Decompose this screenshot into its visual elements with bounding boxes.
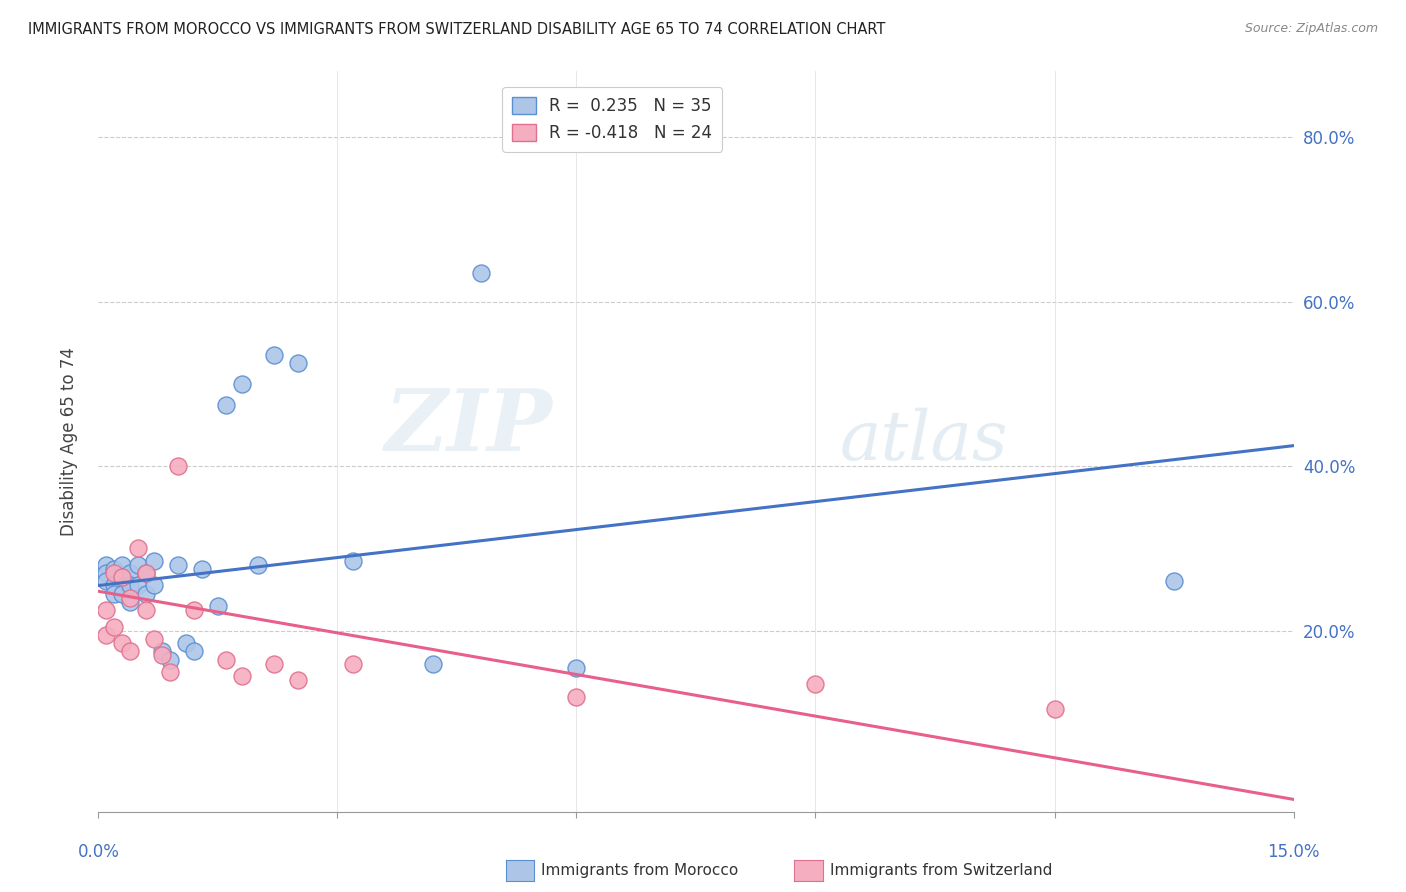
Text: ZIP: ZIP: [385, 385, 553, 468]
Point: [191, 562, 214, 576]
Point: [215, 652, 238, 666]
Point: [565, 661, 588, 675]
Point: [135, 566, 157, 581]
Point: [159, 665, 181, 679]
Point: [167, 459, 190, 474]
Point: [96, 574, 118, 589]
Point: [183, 603, 205, 617]
Point: [143, 632, 166, 646]
Legend: R =  0.235   N = 35, R = -0.418   N = 24: R = 0.235 N = 35, R = -0.418 N = 24: [502, 87, 723, 152]
Text: atlas: atlas: [839, 409, 1008, 475]
Point: [422, 657, 444, 671]
Point: [120, 644, 142, 658]
Text: Source: ZipAtlas.com: Source: ZipAtlas.com: [1244, 22, 1378, 36]
Text: Immigrants from Switzerland: Immigrants from Switzerland: [830, 863, 1052, 878]
Point: [111, 558, 134, 572]
Point: [231, 669, 253, 683]
Point: [143, 578, 166, 592]
Point: [1163, 574, 1185, 589]
Point: [96, 558, 118, 572]
Point: [159, 652, 181, 666]
Point: [183, 644, 205, 658]
Text: Immigrants from Morocco: Immigrants from Morocco: [541, 863, 738, 878]
Point: [127, 578, 149, 592]
Point: [120, 595, 142, 609]
Point: [103, 566, 125, 581]
Point: [174, 636, 197, 650]
Point: [207, 599, 229, 613]
Text: 0.0%: 0.0%: [77, 843, 120, 861]
Point: [96, 628, 118, 642]
Point: [143, 554, 166, 568]
Point: [120, 591, 142, 605]
Point: [1043, 702, 1066, 716]
Point: [120, 566, 142, 581]
Point: [287, 356, 309, 370]
Point: [470, 266, 492, 280]
Point: [111, 636, 134, 650]
Point: [150, 648, 173, 663]
Point: [263, 657, 285, 671]
Point: [167, 558, 190, 572]
Point: [804, 677, 827, 691]
Point: [96, 603, 118, 617]
Point: [342, 554, 364, 568]
Point: [215, 398, 238, 412]
Point: [103, 587, 125, 601]
Point: [135, 603, 157, 617]
Point: [565, 690, 588, 704]
Y-axis label: Disability Age 65 to 74: Disability Age 65 to 74: [59, 347, 77, 536]
Point: [96, 566, 118, 581]
Point: [263, 348, 285, 362]
Point: [150, 644, 173, 658]
Point: [231, 376, 253, 391]
Point: [127, 558, 149, 572]
Point: [287, 673, 309, 687]
Point: [103, 619, 125, 633]
Point: [127, 541, 149, 556]
Point: [103, 578, 125, 592]
Point: [103, 562, 125, 576]
Text: IMMIGRANTS FROM MOROCCO VS IMMIGRANTS FROM SWITZERLAND DISABILITY AGE 65 TO 74 C: IMMIGRANTS FROM MOROCCO VS IMMIGRANTS FR…: [28, 22, 886, 37]
Point: [120, 578, 142, 592]
Point: [135, 587, 157, 601]
Point: [246, 558, 269, 572]
Point: [342, 657, 364, 671]
Point: [135, 566, 157, 581]
Text: 15.0%: 15.0%: [1267, 843, 1320, 861]
Point: [111, 570, 134, 584]
Point: [111, 570, 134, 584]
Point: [111, 587, 134, 601]
